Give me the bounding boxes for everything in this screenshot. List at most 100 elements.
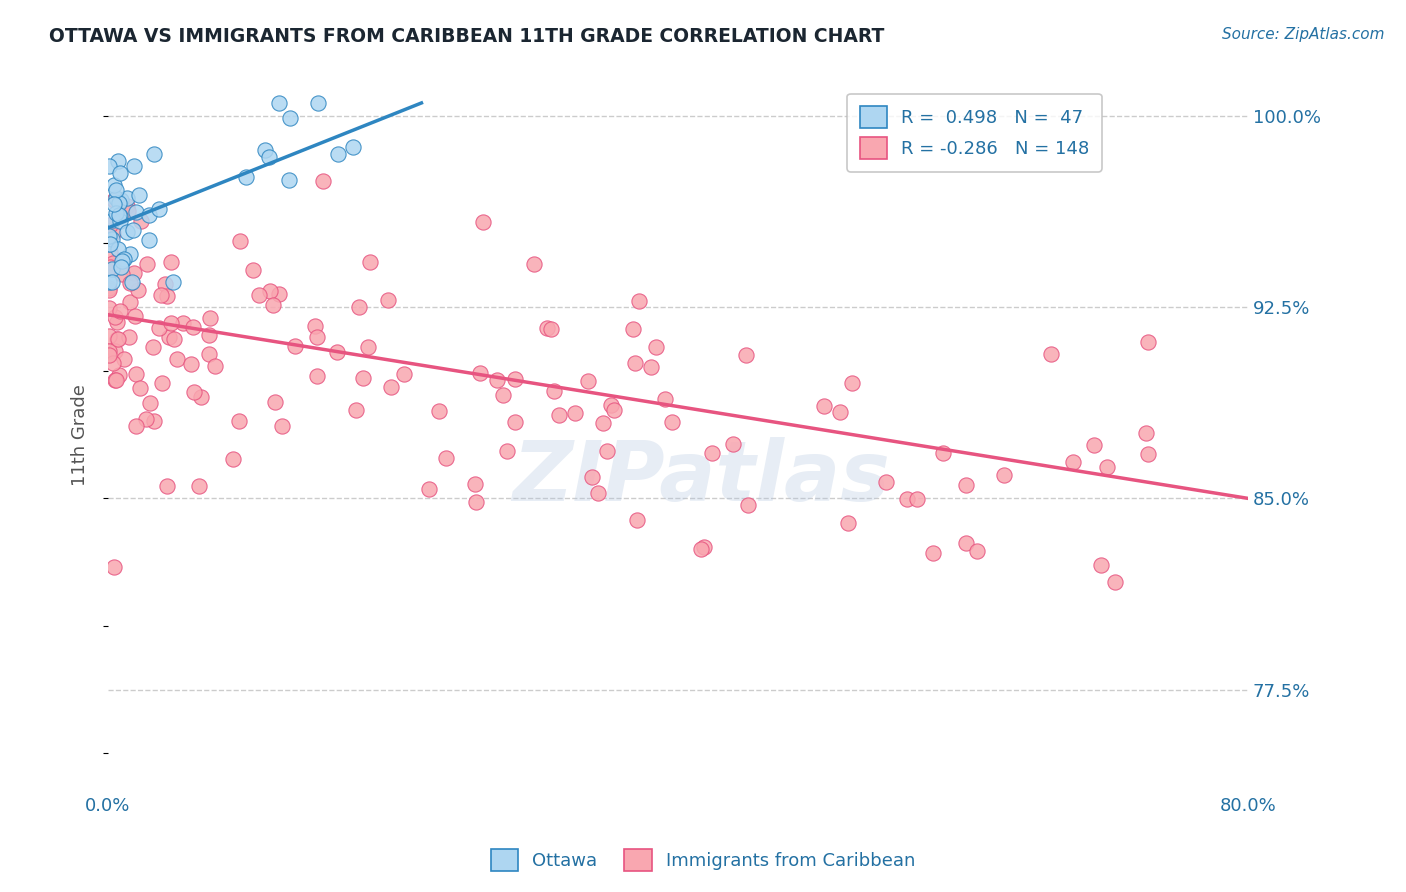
- Y-axis label: 11th Grade: 11th Grade: [72, 384, 89, 485]
- Point: [101, 256, 124, 270]
- Point: [543, 384, 565, 398]
- Point: [156, 289, 179, 303]
- Point: [280, 112, 302, 126]
- Point: [1062, 455, 1084, 469]
- Point: [160, 316, 183, 330]
- Point: [150, 376, 173, 390]
- Point: [183, 384, 205, 399]
- Point: [118, 276, 141, 290]
- Point: [896, 491, 918, 506]
- Point: [121, 275, 143, 289]
- Point: [138, 208, 160, 222]
- Point: [307, 95, 329, 110]
- Point: [98, 301, 121, 316]
- Point: [654, 392, 676, 406]
- Point: [503, 416, 526, 430]
- Point: [183, 320, 205, 334]
- Point: [259, 284, 281, 298]
- Point: [228, 234, 250, 248]
- Point: [640, 359, 662, 374]
- Point: [98, 218, 121, 232]
- Point: [125, 368, 148, 382]
- Point: [813, 399, 835, 413]
- Point: [128, 188, 150, 202]
- Point: [166, 352, 188, 367]
- Legend: R =  0.498   N =  47, R = -0.286   N = 148: R = 0.498 N = 47, R = -0.286 N = 148: [846, 94, 1102, 172]
- Point: [125, 205, 148, 219]
- Point: [107, 242, 129, 256]
- Point: [103, 373, 125, 387]
- Point: [347, 300, 370, 314]
- Point: [108, 214, 131, 228]
- Point: [304, 318, 326, 333]
- Point: [588, 486, 610, 500]
- Point: [153, 277, 176, 291]
- Point: [108, 368, 131, 382]
- Point: [162, 275, 184, 289]
- Point: [98, 244, 121, 259]
- Point: [690, 542, 713, 557]
- Point: [342, 140, 364, 154]
- Point: [127, 283, 149, 297]
- Point: [103, 178, 125, 192]
- Point: [148, 202, 170, 216]
- Point: [1104, 574, 1126, 589]
- Point: [138, 233, 160, 247]
- Point: [103, 310, 125, 324]
- Point: [955, 478, 977, 492]
- Point: [110, 193, 132, 207]
- Point: [547, 408, 569, 422]
- Point: [344, 403, 367, 417]
- Point: [108, 303, 131, 318]
- Point: [267, 286, 290, 301]
- Point: [875, 475, 897, 489]
- Point: [271, 418, 294, 433]
- Point: [101, 355, 124, 369]
- Point: [115, 191, 138, 205]
- Point: [841, 376, 863, 390]
- Point: [284, 338, 307, 352]
- Point: [932, 446, 955, 460]
- Point: [905, 491, 928, 506]
- Point: [427, 403, 450, 417]
- Text: Source: ZipAtlas.com: Source: ZipAtlas.com: [1222, 27, 1385, 42]
- Text: OTTAWA VS IMMIGRANTS FROM CARIBBEAN 11TH GRADE CORRELATION CHART: OTTAWA VS IMMIGRANTS FROM CARIBBEAN 11TH…: [49, 27, 884, 45]
- Point: [110, 253, 132, 268]
- Point: [993, 467, 1015, 482]
- Point: [156, 479, 179, 493]
- Point: [235, 169, 257, 184]
- Point: [118, 247, 141, 261]
- Point: [624, 356, 647, 370]
- Point: [311, 174, 333, 188]
- Point: [103, 213, 125, 227]
- Point: [108, 165, 131, 179]
- Point: [377, 293, 399, 307]
- Point: [262, 298, 284, 312]
- Point: [353, 370, 375, 384]
- Point: [392, 368, 415, 382]
- Point: [357, 340, 380, 354]
- Point: [495, 443, 517, 458]
- Point: [228, 414, 250, 428]
- Point: [628, 294, 651, 309]
- Point: [98, 328, 121, 343]
- Point: [107, 195, 129, 210]
- Point: [112, 252, 135, 266]
- Point: [98, 348, 121, 362]
- Point: [110, 260, 132, 274]
- Point: [328, 147, 350, 161]
- Point: [1083, 438, 1105, 452]
- Text: ZIPatlas: ZIPatlas: [512, 437, 890, 518]
- Point: [180, 357, 202, 371]
- Point: [644, 340, 666, 354]
- Point: [101, 262, 124, 277]
- Point: [104, 183, 127, 197]
- Point: [723, 437, 745, 451]
- Point: [564, 406, 586, 420]
- Point: [108, 208, 131, 222]
- Point: [190, 390, 212, 404]
- Point: [117, 199, 139, 213]
- Point: [103, 197, 125, 211]
- Point: [734, 347, 756, 361]
- Point: [163, 332, 186, 346]
